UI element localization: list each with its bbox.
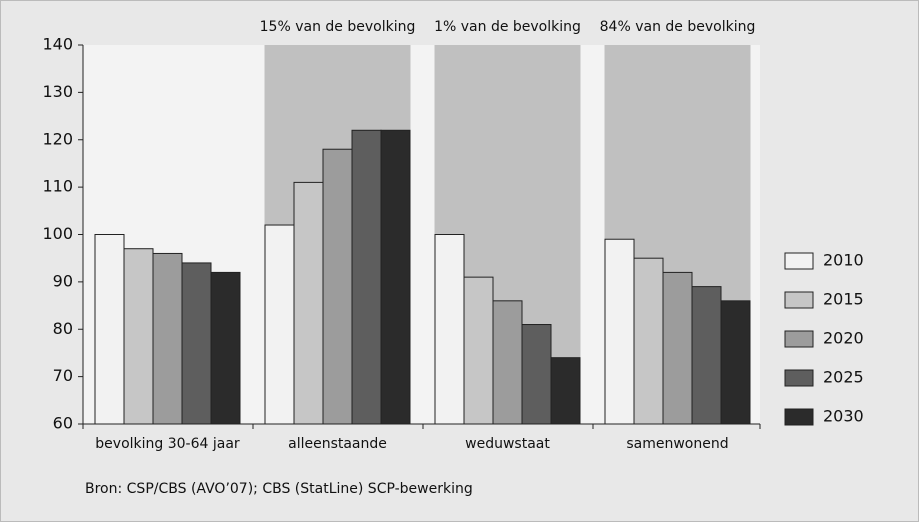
- y-tick-label: 100: [42, 224, 73, 243]
- bar: [463, 276, 494, 425]
- bar: [492, 300, 523, 425]
- bar: [633, 257, 664, 425]
- y-tick-label: 130: [42, 82, 73, 101]
- bar: [181, 262, 212, 425]
- x-tick-label: bevolking 30-64 jaar: [95, 436, 240, 452]
- legend-label: 2015: [823, 290, 864, 309]
- legend-swatch: [784, 330, 814, 348]
- legend-label: 2025: [823, 368, 864, 387]
- y-tick-label: 70: [53, 366, 73, 385]
- bar: [152, 252, 183, 425]
- legend-label: 2030: [823, 407, 864, 426]
- bar: [94, 234, 125, 425]
- legend-label: 2020: [823, 329, 864, 348]
- bar: [604, 238, 635, 425]
- bar: [434, 234, 465, 425]
- legend-swatch: [784, 252, 814, 270]
- y-tick-label: 120: [42, 129, 73, 148]
- bar: [351, 129, 382, 425]
- band-label: 1% van de bevolking: [434, 19, 581, 35]
- y-tick-label: 110: [42, 177, 73, 196]
- legend-swatch: [784, 291, 814, 309]
- bar: [521, 324, 552, 425]
- legend-label: 2010: [823, 251, 864, 270]
- bar: [691, 286, 722, 425]
- bar: [210, 271, 241, 425]
- bar: [264, 224, 295, 425]
- band-label: 84% van de bevolking: [600, 19, 756, 35]
- bar: [380, 129, 411, 425]
- legend-swatch: [784, 408, 814, 426]
- y-tick-label: 140: [42, 35, 73, 54]
- bar: [293, 181, 324, 425]
- band-label: 15% van de bevolking: [260, 19, 416, 35]
- x-tick-label: samenwonend: [626, 436, 728, 452]
- y-tick-label: 80: [53, 319, 73, 338]
- y-tick-label: 60: [53, 414, 73, 433]
- bar: [662, 271, 693, 425]
- source-note: Bron: CSP/CBS (AVO’07); CBS (StatLine) S…: [85, 481, 473, 497]
- y-tick-label: 90: [53, 271, 73, 290]
- bar: [720, 300, 751, 425]
- bar: [123, 248, 154, 425]
- legend-swatch: [784, 369, 814, 387]
- bar: [550, 357, 581, 425]
- x-tick-label: alleenstaande: [288, 436, 387, 452]
- x-tick-label: weduwstaat: [465, 436, 550, 452]
- bar: [322, 148, 353, 425]
